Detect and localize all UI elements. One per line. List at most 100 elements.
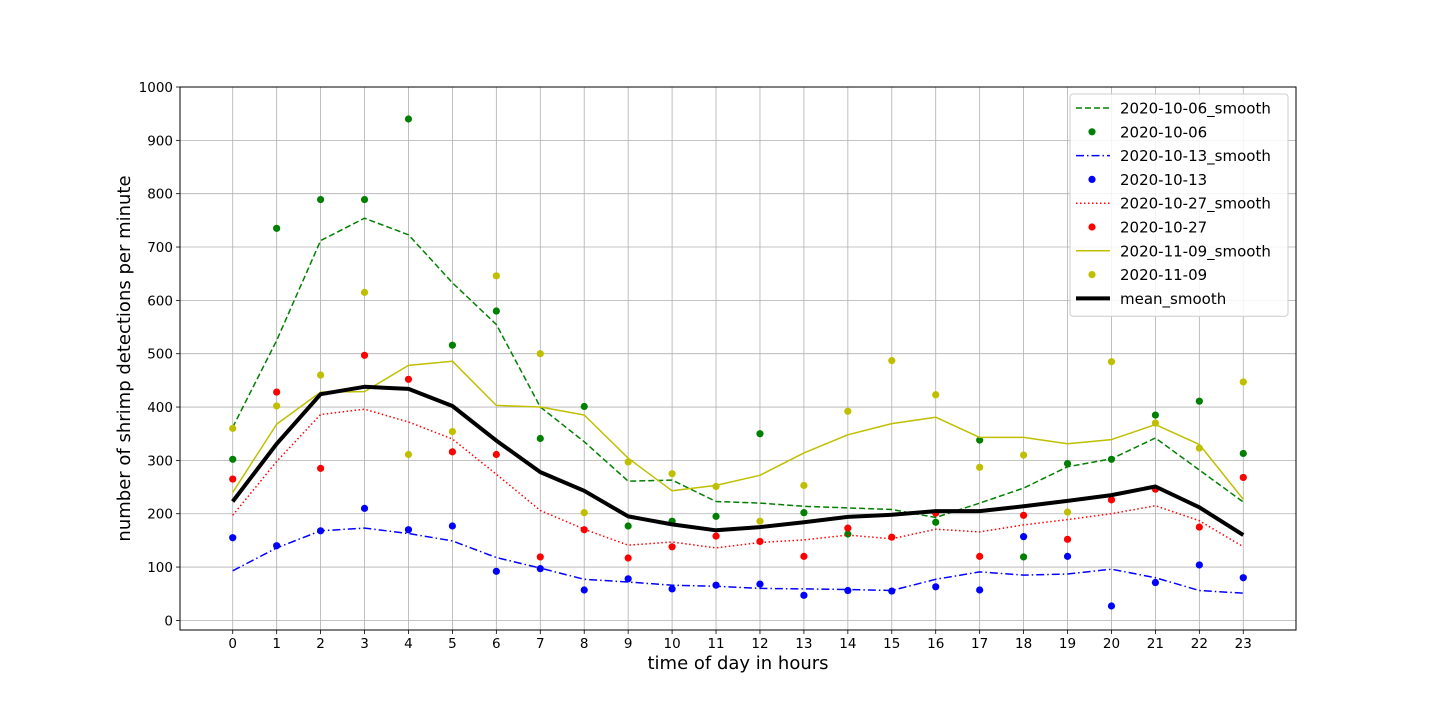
data-point-2020-10-27 (229, 475, 237, 483)
data-point-2020-10-27 (800, 552, 808, 560)
x-tick-label: 11 (707, 636, 724, 652)
data-point-2020-10-27 (536, 553, 544, 561)
legend-box (1069, 93, 1289, 317)
data-point-2020-11-09 (360, 288, 369, 296)
data-point-2020-11-09 (756, 517, 764, 525)
data-point-2020-10-27 (360, 351, 369, 359)
data-point-2020-10-27 (404, 375, 413, 383)
data-point-2020-10-13 (404, 526, 413, 534)
data-point-2020-10-27 (1063, 535, 1072, 543)
data-point-2020-10-06 (1019, 553, 1028, 561)
legend-swatch-2020-10-13 (1088, 175, 1096, 183)
data-point-2020-10-13 (1151, 578, 1160, 587)
y-tick-label: 700 (147, 240, 173, 256)
legend-label-2020-10-27-smooth: 2020-10-27_smooth (1120, 195, 1271, 214)
data-point-2020-10-27 (624, 554, 632, 562)
data-point-2020-10-13 (1063, 552, 1072, 560)
data-point-2020-10-06 (316, 195, 325, 204)
data-point-2020-10-06 (229, 455, 237, 463)
data-point-2020-10-27 (1239, 473, 1247, 482)
series-line-2020-11-09-smooth (232, 360, 1244, 500)
x-tick-label: 21 (1147, 636, 1164, 652)
data-point-2020-10-13 (492, 567, 500, 575)
data-point-2020-10-13 (1107, 602, 1116, 610)
data-point-2020-11-09 (1239, 378, 1247, 386)
data-point-2020-10-13 (360, 504, 369, 512)
x-tick-label: 6 (492, 636, 501, 652)
data-point-2020-10-06 (404, 115, 413, 123)
data-point-2020-10-06 (932, 518, 940, 526)
data-point-2020-11-09 (1195, 444, 1203, 452)
y-tick-label: 200 (147, 507, 173, 523)
x-tick-label: 13 (795, 636, 812, 652)
legend-label-2020-10-06-smooth: 2020-10-06_smooth (1120, 100, 1271, 119)
x-tick-label: 2 (316, 636, 325, 652)
y-tick-label: 0 (164, 613, 173, 629)
series-line-2020-10-13-smooth (232, 527, 1244, 594)
data-point-2020-10-13 (800, 591, 808, 599)
x-tick-label: 10 (664, 636, 681, 652)
legend-label-2020-10-06: 2020-10-06 (1120, 123, 1207, 141)
series-line-2020-10-27-smooth (232, 408, 1244, 549)
x-tick-label: 19 (1059, 636, 1076, 652)
data-point-2020-10-27 (273, 388, 281, 396)
data-point-2020-10-13 (712, 581, 720, 589)
data-point-2020-10-27 (580, 526, 588, 534)
data-point-2020-11-09 (712, 482, 720, 491)
data-point-2020-11-09 (624, 458, 632, 466)
data-point-2020-10-27 (1019, 511, 1028, 519)
x-tick-label: 1 (272, 636, 281, 652)
data-point-2020-11-09 (888, 357, 896, 365)
data-point-2020-11-09 (448, 427, 457, 436)
y-tick-label: 600 (147, 293, 173, 309)
data-point-2020-10-27 (1107, 496, 1116, 504)
x-tick-label: 12 (751, 636, 768, 652)
data-point-2020-10-13 (888, 587, 896, 595)
y-tick-label: 100 (147, 560, 173, 576)
data-point-2020-10-27 (1195, 523, 1203, 531)
data-point-2020-10-13 (580, 586, 588, 594)
data-point-2020-10-06 (712, 512, 720, 520)
y-tick-label: 900 (147, 133, 173, 149)
data-point-2020-10-13 (273, 542, 281, 550)
data-point-2020-10-06 (1107, 455, 1116, 463)
x-axis-label: time of day in hours (647, 653, 828, 674)
legend-label-2020-11-09: 2020-11-09 (1120, 266, 1207, 284)
data-point-2020-10-27 (316, 464, 325, 472)
data-point-2020-11-09 (316, 371, 325, 379)
data-point-2020-10-13 (536, 565, 544, 573)
x-tick-label: 22 (1191, 636, 1208, 652)
x-tick-label: 9 (624, 636, 633, 652)
x-tick-label: 20 (1103, 636, 1120, 652)
data-point-2020-10-13 (1019, 533, 1028, 541)
data-point-2020-11-09 (580, 509, 588, 517)
x-tick-label: 18 (1015, 636, 1032, 652)
data-point-2020-10-13 (448, 522, 457, 530)
data-point-2020-10-06 (536, 434, 544, 443)
plot-frame (179, 86, 1297, 631)
data-point-2020-10-06 (492, 307, 500, 315)
plot-series (229, 115, 1247, 610)
data-point-2020-10-13 (844, 586, 852, 595)
data-point-2020-10-06 (1239, 449, 1247, 458)
data-point-2020-11-09 (844, 407, 852, 415)
data-point-2020-10-06 (1195, 397, 1203, 405)
legend-swatch-2020-11-09 (1088, 271, 1096, 279)
legend-label-2020-10-27: 2020-10-27 (1120, 219, 1207, 237)
x-tick-label: 3 (360, 636, 369, 652)
x-tick-label: 0 (228, 636, 237, 652)
axis-ticks: 0 1 2 3 4 5 6 7 8 9 10 11 12 13 14 15 16 17 18 19 20 21 22 2301… (139, 80, 1252, 652)
x-tick-label: 4 (404, 636, 413, 652)
data-point-2020-10-27 (844, 524, 852, 532)
data-point-2020-10-06 (976, 436, 984, 444)
data-point-2020-10-13 (1239, 574, 1247, 582)
data-point-2020-11-09 (1019, 451, 1028, 459)
data-point-2020-10-27 (492, 450, 500, 459)
data-point-2020-11-09 (404, 450, 413, 459)
data-point-2020-10-06 (448, 341, 457, 349)
x-tick-label: 7 (536, 636, 545, 652)
y-tick-label: 300 (147, 453, 173, 469)
data-point-2020-10-06 (273, 224, 281, 232)
data-point-2020-10-13 (229, 534, 237, 542)
legend-label-2020-10-13: 2020-10-13 (1120, 171, 1207, 189)
